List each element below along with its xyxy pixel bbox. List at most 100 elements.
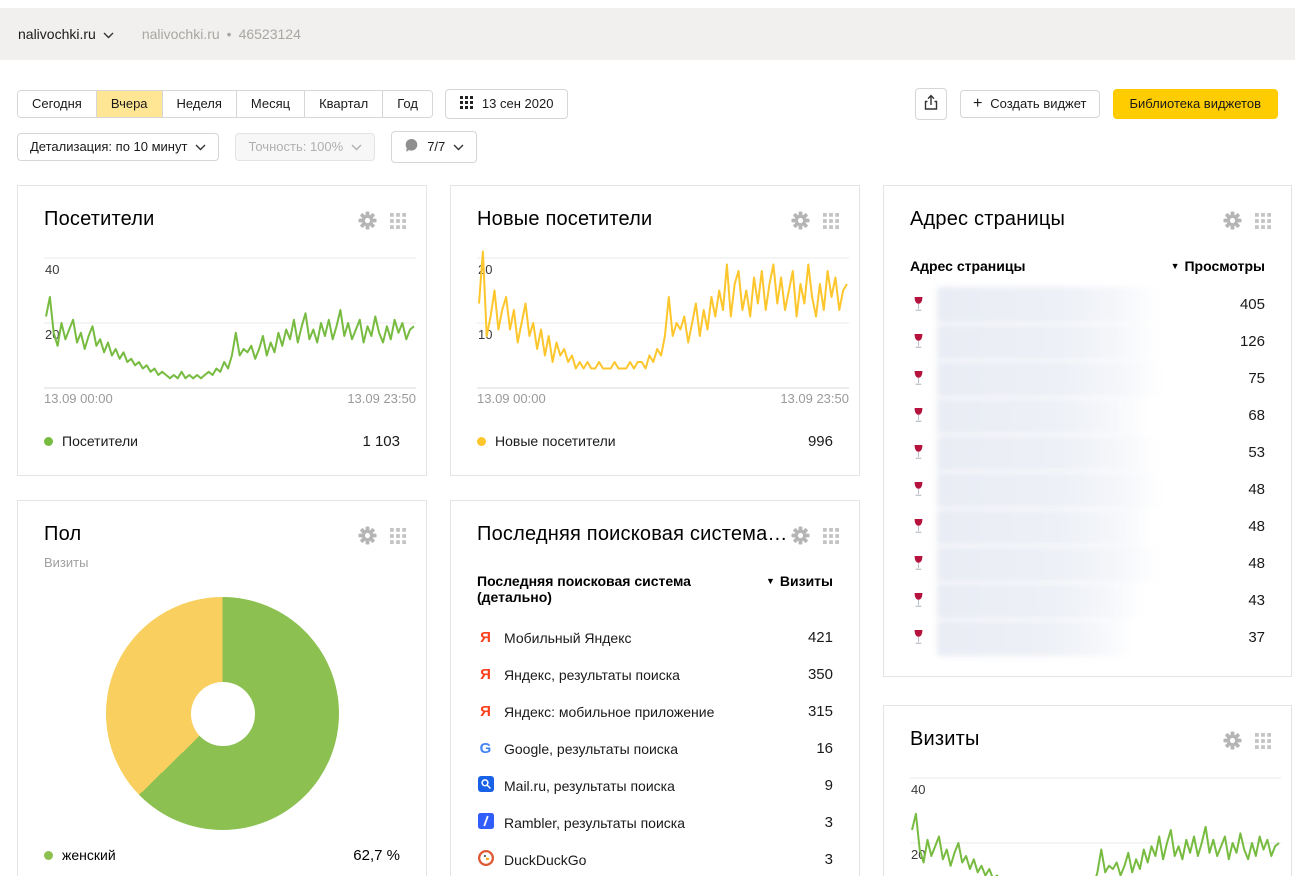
site-name: nalivochki.ru bbox=[142, 26, 220, 42]
search-engine-row[interactable]: Mail.ru, результаты поиска9 bbox=[477, 767, 833, 804]
toolbar-primary: СегодняВчераНеделяМесяцКварталГод 13 сен… bbox=[17, 90, 1278, 118]
wine-glass-favicon bbox=[910, 296, 927, 314]
page-url-row[interactable]: 48 bbox=[910, 508, 1265, 545]
search-engine-row[interactable]: ЯЯндекс: мобильное приложение315 bbox=[477, 693, 833, 730]
widget-page-url: Адрес страницы Адрес страницы ▼ Просмотр… bbox=[883, 185, 1292, 677]
period-tab-week[interactable]: Неделя bbox=[163, 91, 237, 117]
period-tab-quarter[interactable]: Квартал bbox=[305, 91, 383, 117]
legend-label: Новые посетители bbox=[495, 433, 616, 449]
wine-glass-favicon bbox=[910, 555, 927, 573]
widget-visits: Визиты 4020 bbox=[883, 705, 1292, 876]
visitors-legend[interactable]: Посетители 1 103 bbox=[44, 426, 400, 456]
new-visitors-legend[interactable]: Новые посетители 996 bbox=[477, 426, 833, 456]
search-engine-rows: Я Мобильный Яндекс 421 ЯЯндекс, результаты … bbox=[477, 619, 833, 876]
svg-text:40: 40 bbox=[45, 262, 59, 277]
gear-icon[interactable] bbox=[791, 526, 810, 545]
page-url-rows: 4051267568534848484337 bbox=[910, 286, 1265, 656]
yandex-icon: Я bbox=[480, 703, 491, 720]
chevron-down-icon bbox=[453, 140, 464, 154]
legend-label: женский bbox=[62, 847, 116, 863]
page-url-row[interactable]: 53 bbox=[910, 434, 1265, 471]
page-url-table-header: Адрес страницы ▼ Просмотры bbox=[910, 258, 1265, 274]
search-engine-row[interactable]: GGoogle, результаты поиска16 bbox=[477, 730, 833, 767]
search-engine-label: Мобильный Яндекс bbox=[504, 630, 632, 646]
mailru-icon bbox=[478, 776, 494, 795]
visits-value: 315 bbox=[808, 703, 833, 720]
widget-page-url-header: Адрес страницы bbox=[910, 208, 1271, 231]
toolbar-secondary: Детализация: по 10 минут Точность: 100% … bbox=[17, 133, 1278, 161]
page-url-row[interactable]: 43 bbox=[910, 582, 1265, 619]
period-tab-today[interactable]: Сегодня bbox=[18, 91, 97, 117]
widget-title: Посетители bbox=[44, 208, 155, 231]
views-value: 53 bbox=[1248, 444, 1265, 461]
legend-dot bbox=[44, 437, 53, 446]
drag-handle-icon[interactable] bbox=[823, 528, 839, 544]
create-widget-label: Создать виджет bbox=[990, 97, 1086, 111]
export-icon bbox=[923, 94, 939, 114]
page-url-row[interactable]: 48 bbox=[910, 471, 1265, 508]
gear-icon[interactable] bbox=[791, 211, 810, 230]
chevron-down-icon bbox=[351, 140, 362, 154]
blurred-url bbox=[937, 583, 1145, 619]
blurred-url bbox=[937, 546, 1160, 582]
x-axis-end: 13.09 23:50 bbox=[347, 391, 416, 406]
date-picker-button[interactable]: 13 сен 2020 bbox=[445, 89, 569, 119]
page-url-row[interactable]: 75 bbox=[910, 360, 1265, 397]
gear-icon[interactable] bbox=[358, 211, 377, 230]
counter-id: 46523124 bbox=[239, 26, 301, 42]
period-tab-month[interactable]: Месяц bbox=[237, 91, 305, 117]
detail-dropdown[interactable]: Детализация: по 10 минут bbox=[17, 133, 219, 161]
page-url-row[interactable]: 68 bbox=[910, 397, 1265, 434]
search-engine-row[interactable]: ЯМобильный Яндекс421 bbox=[477, 619, 833, 656]
drag-handle-icon[interactable] bbox=[1255, 213, 1271, 229]
page-url-row[interactable]: 405 bbox=[910, 286, 1265, 323]
duckduckgo-icon bbox=[478, 850, 494, 869]
legend-value: 62,7 % bbox=[353, 847, 400, 864]
drag-handle-icon[interactable] bbox=[390, 213, 406, 229]
page-url-row[interactable]: 126 bbox=[910, 323, 1265, 360]
gear-icon[interactable] bbox=[1223, 211, 1242, 230]
drag-handle-icon[interactable] bbox=[823, 213, 839, 229]
period-tab-year[interactable]: Год bbox=[383, 91, 432, 117]
widget-gender: Пол Визиты женский 62,7 % мужской 37,3 % bbox=[17, 500, 427, 876]
blurred-url bbox=[937, 472, 1163, 508]
page-url-row[interactable]: 37 bbox=[910, 619, 1265, 656]
wine-glass-favicon bbox=[910, 518, 927, 536]
goals-dropdown[interactable]: 7/7 bbox=[391, 131, 477, 163]
visits-value: 421 bbox=[808, 629, 833, 646]
wine-glass-favicon bbox=[910, 481, 927, 499]
visitors-line-chart: 4020 bbox=[44, 248, 416, 406]
widget-title: Пол bbox=[44, 523, 81, 546]
page-url-row[interactable]: 48 bbox=[910, 545, 1265, 582]
column-name: Адрес страницы bbox=[910, 258, 1025, 274]
period-tab-yesterday[interactable]: Вчера bbox=[97, 91, 163, 117]
widget-new-visitors: Новые посетители 2010 13.09 00:00 13.09 … bbox=[450, 185, 860, 476]
widget-library-button[interactable]: Библиотека виджетов bbox=[1113, 89, 1279, 119]
drag-handle-icon[interactable] bbox=[390, 528, 406, 544]
drag-handle-icon[interactable] bbox=[1255, 733, 1271, 749]
visitors-x-axis: 13.09 00:00 13.09 23:50 bbox=[44, 391, 416, 406]
export-button[interactable] bbox=[915, 88, 947, 120]
column-views[interactable]: ▼ Просмотры bbox=[1171, 258, 1265, 274]
gear-icon[interactable] bbox=[358, 526, 377, 545]
search-engine-row[interactable]: Rambler, результаты поиска3 bbox=[477, 804, 833, 841]
widget-title: Визиты bbox=[910, 728, 980, 751]
period-tabs: СегодняВчераНеделяМесяцКварталГод bbox=[17, 90, 433, 118]
views-value: 405 bbox=[1240, 296, 1265, 313]
accuracy-dropdown[interactable]: Точность: 100% bbox=[235, 133, 375, 161]
widget-gender-header: Пол bbox=[44, 523, 406, 546]
legend-value: 996 bbox=[808, 433, 833, 450]
search-engine-row[interactable]: ЯЯндекс, результаты поиска350 bbox=[477, 656, 833, 693]
widget-visits-header: Визиты bbox=[910, 728, 1271, 751]
create-widget-button[interactable]: + Создать виджет bbox=[960, 90, 1100, 118]
gear-icon[interactable] bbox=[1223, 731, 1242, 750]
site-selector[interactable]: nalivochki.ru bbox=[18, 26, 114, 42]
search-engine-label: Mail.ru, результаты поиска bbox=[504, 778, 675, 794]
search-engine-row[interactable]: DuckDuckGo3 bbox=[477, 841, 833, 876]
date-picker-label: 13 сен 2020 bbox=[482, 97, 554, 111]
gender-legend-female[interactable]: женский 62,7 % bbox=[44, 841, 400, 869]
column-visits[interactable]: ▼ Визиты bbox=[766, 573, 833, 605]
gender-legend-male[interactable]: мужской 37,3 % bbox=[44, 869, 400, 876]
svg-text:40: 40 bbox=[911, 782, 925, 797]
visits-value: 3 bbox=[825, 814, 833, 831]
